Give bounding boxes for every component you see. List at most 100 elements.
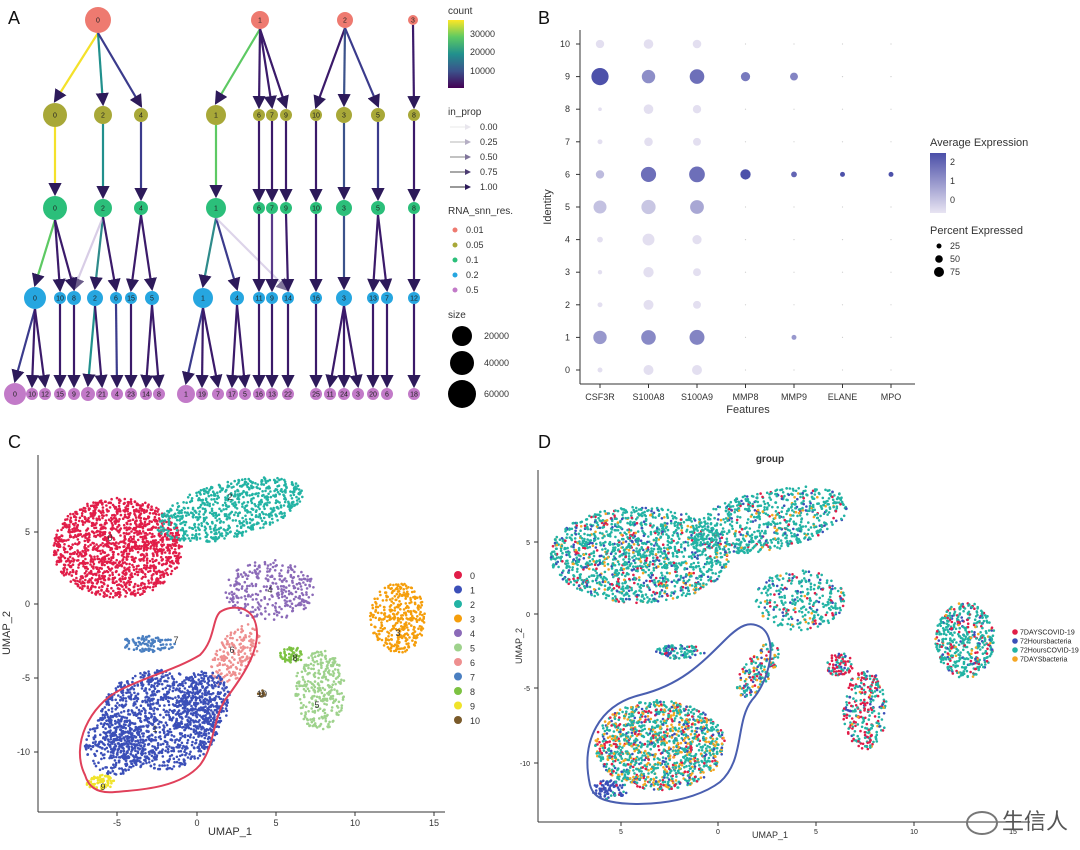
- umap-point: [145, 553, 149, 557]
- umap-point: [249, 646, 252, 650]
- dotplot-dot: [890, 108, 892, 110]
- dotplot-y-tick: 4: [565, 235, 570, 245]
- umap-point: [117, 590, 120, 594]
- umap-point: [378, 632, 381, 636]
- umap-point: [105, 545, 109, 548]
- umap-point: [226, 680, 229, 683]
- umap-point: [263, 507, 266, 511]
- umap-point: [232, 485, 235, 489]
- umap-point: [266, 602, 270, 606]
- umap-point: [330, 709, 333, 712]
- umap-point: [312, 586, 315, 589]
- umap-point: [135, 647, 138, 651]
- umap-point: [371, 615, 375, 619]
- umap-point: [117, 520, 120, 523]
- dotplot-y-tick: 8: [565, 104, 570, 114]
- umap-point: [322, 670, 326, 674]
- umap-point: [160, 548, 163, 551]
- clustree-node: [408, 202, 420, 214]
- clustree-node: [87, 290, 103, 306]
- umap-point: [149, 680, 152, 684]
- umap-point: [161, 755, 165, 758]
- umap-point: [168, 766, 172, 770]
- umap-point: [412, 634, 416, 637]
- umap-point: [405, 638, 408, 641]
- umap-point: [306, 722, 310, 725]
- umap-point: [193, 525, 197, 529]
- umap-point: [306, 579, 309, 583]
- umap-point: [129, 535, 132, 539]
- umap-point: [141, 635, 145, 638]
- umap-point: [166, 680, 169, 683]
- umap-point: [78, 516, 82, 520]
- umap-point: [169, 643, 172, 646]
- umap-point: [263, 596, 267, 599]
- umap-point: [306, 574, 309, 578]
- umap-point: [395, 586, 399, 590]
- pct-legend-value: 25: [950, 241, 960, 251]
- umap-point: [158, 731, 162, 734]
- umap-point: [107, 775, 111, 778]
- umap-point: [209, 527, 212, 531]
- umap-point: [156, 523, 160, 526]
- umap-point: [90, 777, 93, 781]
- umap-point: [186, 734, 190, 738]
- umap-point: [193, 509, 197, 513]
- umap-point: [237, 512, 240, 515]
- umap-point: [380, 621, 383, 624]
- umap-point: [123, 497, 127, 501]
- umap-point: [206, 522, 210, 526]
- umap-point: [119, 499, 122, 503]
- umap-point: [277, 611, 281, 614]
- umap-point: [283, 500, 287, 504]
- umap-point: [100, 514, 104, 517]
- umap-point: [374, 600, 377, 604]
- panel-label-c: C: [8, 432, 21, 452]
- umap-point: [141, 530, 145, 533]
- umap-point: [229, 631, 233, 634]
- umap-point: [376, 597, 379, 600]
- umap-point: [154, 526, 158, 529]
- umap-point: [222, 521, 225, 524]
- umap-point: [311, 695, 314, 698]
- umap-point: [378, 617, 381, 620]
- clustree-edge: [101, 216, 121, 293]
- umap-point: [147, 647, 151, 650]
- umap-point: [221, 488, 224, 491]
- inprop-value: 0.25: [480, 137, 498, 147]
- umap-point: [337, 700, 341, 704]
- umap-point: [406, 604, 409, 608]
- clustree-node: [253, 388, 265, 400]
- dotplot-dot: [744, 336, 747, 338]
- umap-point: [156, 746, 160, 750]
- umap-point: [157, 517, 161, 520]
- umap-point: [246, 574, 250, 577]
- umap-point: [145, 564, 149, 567]
- umap-point: [243, 659, 247, 662]
- umap-point: [121, 585, 124, 588]
- umap-point: [250, 501, 254, 505]
- umap-point: [236, 568, 240, 571]
- pct-legend-value: 75: [950, 267, 960, 277]
- umap-point: [111, 580, 115, 584]
- umap-point: [142, 590, 146, 593]
- umap-point: [141, 586, 145, 590]
- umap-point: [86, 532, 89, 536]
- clustree-node: [310, 109, 322, 121]
- clustree-node: [43, 103, 67, 127]
- umap-point: [114, 506, 118, 509]
- umap-point: [267, 613, 271, 616]
- umap-point: [175, 755, 179, 759]
- umap-point: [285, 485, 288, 489]
- umap-point: [168, 672, 172, 675]
- umap-point: [212, 498, 216, 501]
- umap-point: [123, 545, 126, 548]
- clustree-edge: [125, 214, 143, 293]
- clustree-node-label: 4: [235, 296, 239, 303]
- umap-point: [398, 640, 401, 644]
- umap-point: [155, 543, 158, 546]
- umap-point: [84, 578, 87, 582]
- umap-point: [181, 753, 184, 757]
- umap-point: [146, 533, 149, 536]
- umap-point: [212, 529, 216, 532]
